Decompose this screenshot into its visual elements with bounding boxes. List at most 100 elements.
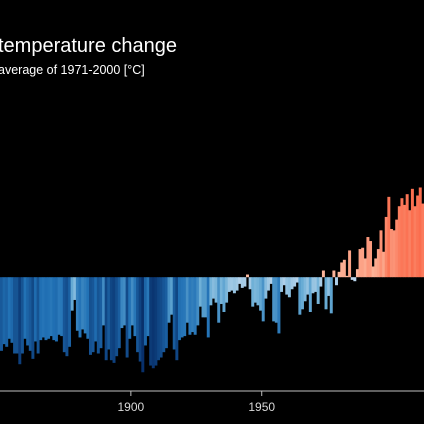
bar-1951: [264, 277, 268, 299]
bar-1959: [285, 277, 289, 295]
bar-1880: [78, 277, 82, 338]
bar-1882: [83, 277, 87, 334]
bar-1976: [329, 277, 333, 314]
bar-1941: [238, 277, 242, 284]
bar-1873: [60, 277, 64, 337]
bar-1917: [175, 277, 179, 361]
bar-1944: [246, 274, 249, 278]
bar-1971: [316, 277, 320, 304]
bar-1879: [75, 277, 79, 331]
bar-2003: [400, 198, 404, 278]
bar-1940: [235, 277, 239, 291]
bar-1854: [10, 277, 14, 343]
bar-2011: [421, 203, 424, 278]
bar-1902: [136, 277, 140, 353]
bar-1908: [151, 277, 155, 369]
bar-1899: [128, 277, 132, 339]
bar-1950: [261, 277, 265, 322]
bar-1901: [133, 277, 137, 337]
bar-1948: [256, 277, 260, 306]
bar-1892: [109, 277, 113, 361]
chart-title: temperature change: [0, 35, 177, 57]
bar-1956: [277, 277, 281, 334]
bar-2007: [410, 188, 414, 278]
bar-1910: [157, 277, 161, 361]
bar-1985: [353, 277, 357, 282]
bar-2004: [403, 204, 407, 278]
bar-1980: [340, 262, 344, 278]
bar-1850: [0, 277, 3, 351]
bar-1972: [319, 277, 323, 287]
bar-1965: [300, 277, 304, 310]
bar-1891: [107, 277, 111, 350]
bar-1896: [120, 277, 124, 329]
bar-1912: [162, 277, 166, 353]
bar-1930: [209, 277, 213, 306]
bar-1961: [290, 277, 294, 290]
bar-1958: [282, 277, 286, 286]
bar-1866: [41, 277, 45, 338]
bar-1963: [295, 277, 299, 283]
bar-1928: [204, 277, 208, 318]
bar-1974: [324, 277, 328, 310]
bar-1975: [327, 277, 331, 296]
bar-1852: [5, 277, 9, 347]
bar-1897: [123, 277, 126, 326]
bar-1990: [366, 237, 370, 278]
bar-1900: [130, 277, 134, 326]
bar-1987: [358, 249, 362, 278]
bar-1905: [143, 277, 147, 346]
bar-1955: [274, 277, 278, 323]
bar-1929: [206, 277, 210, 338]
bar-2005: [405, 194, 409, 278]
bar-1864: [36, 277, 40, 354]
bar-1881: [81, 277, 85, 330]
bar-2002: [397, 206, 401, 278]
bar-1977: [332, 270, 336, 278]
bar-1914: [167, 277, 171, 323]
chart-subtitle: average of 1971-2000 [°C]: [0, 63, 145, 77]
bar-1957: [280, 277, 284, 292]
bar-2010: [418, 187, 422, 278]
bar-1922: [188, 277, 192, 335]
bar-1937: [227, 277, 231, 292]
bar-1916: [172, 277, 176, 350]
bar-1954: [272, 277, 276, 322]
bar-1964: [298, 277, 302, 315]
bar-1962: [293, 277, 297, 287]
bar-2009: [416, 195, 420, 278]
bar-1887: [96, 277, 100, 354]
bar-1989: [363, 258, 367, 278]
bar-1998: [387, 196, 391, 278]
bar-1969: [311, 277, 315, 294]
bar-1947: [253, 277, 257, 303]
bar-1878: [73, 277, 77, 300]
bar-1949: [259, 277, 263, 311]
bar-1924: [193, 277, 197, 335]
x-axis-ticks: 1900 1950: [118, 391, 275, 414]
bar-1889: [102, 277, 106, 326]
bar-1921: [185, 277, 189, 323]
bar-1968: [308, 277, 312, 312]
bar-1994: [376, 249, 380, 278]
bar-1926: [198, 277, 202, 307]
bar-1895: [117, 277, 121, 349]
bar-1877: [70, 277, 74, 311]
bar-1863: [34, 277, 37, 342]
bar-1858: [20, 277, 24, 354]
bar-1918: [177, 277, 181, 341]
bar-1906: [146, 277, 150, 337]
bar-1869: [49, 277, 53, 337]
bar-1883: [86, 277, 90, 339]
bar-1931: [212, 277, 215, 299]
bar-1966: [303, 277, 307, 302]
bar-1856: [15, 277, 19, 354]
bar-1997: [384, 216, 388, 278]
bar-1874: [62, 277, 66, 353]
bar-1979: [337, 271, 341, 278]
bar-1890: [104, 277, 108, 361]
bar-1935: [222, 277, 226, 312]
bar-1903: [138, 277, 142, 362]
bar-1915: [170, 277, 174, 315]
